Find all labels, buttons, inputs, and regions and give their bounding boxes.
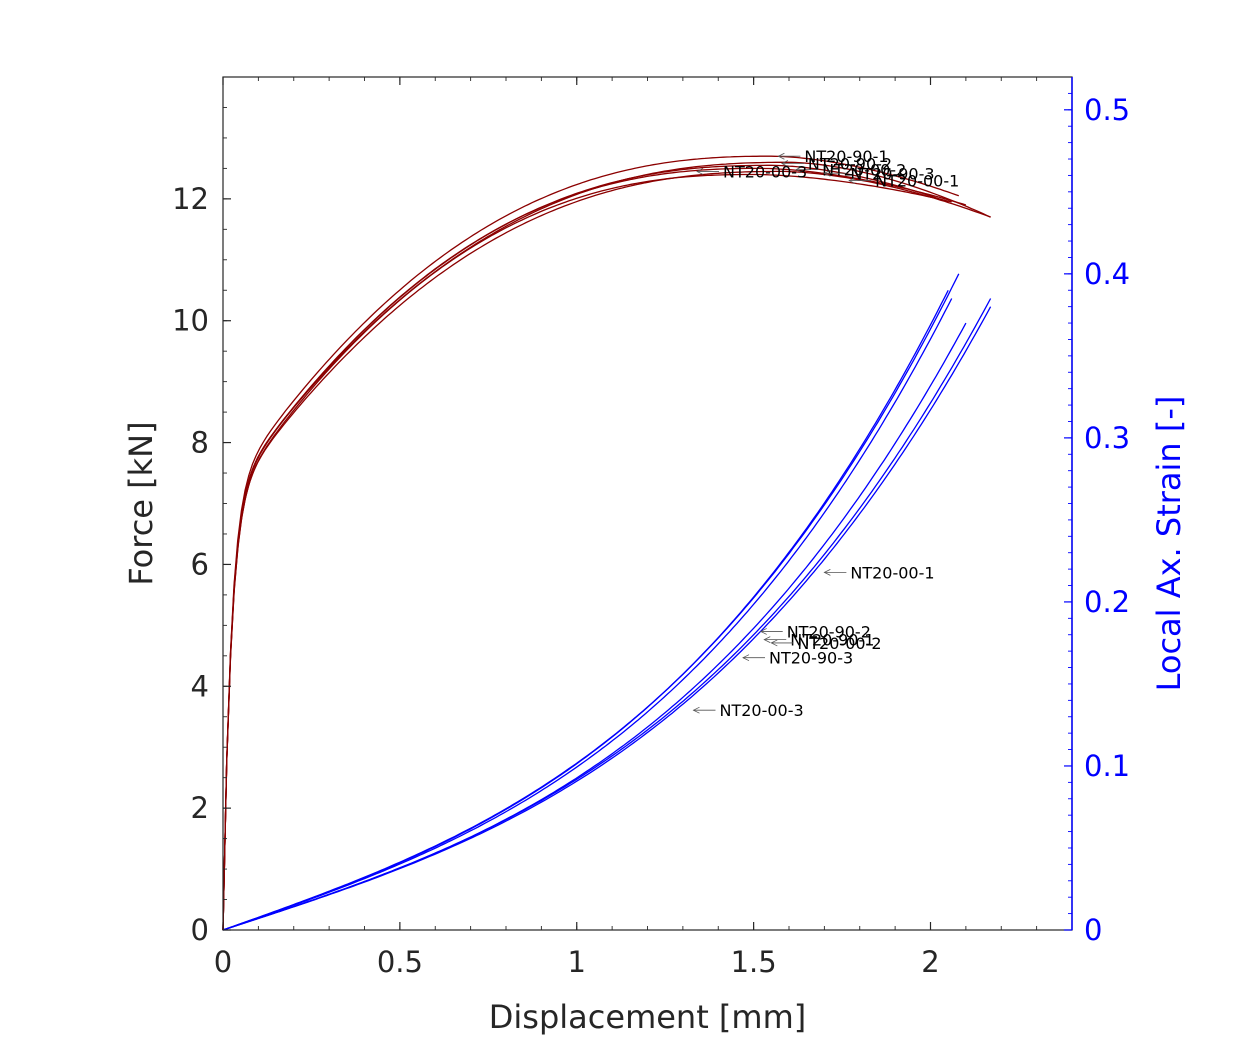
annotation-label: NT20-90-1 (804, 147, 888, 166)
y2-tick-label: 0.2 (1084, 585, 1130, 619)
force-series-line-nt20-90-1 (222, 155, 960, 931)
y-tick-label: 2 (191, 791, 209, 825)
strain-series-group (222, 273, 992, 931)
annotation-arrowhead (742, 654, 750, 662)
y-tick-label: 10 (172, 304, 209, 338)
annotation-label: NT20-90-3 (850, 164, 934, 183)
annotation-label: NT20-90-2 (787, 622, 871, 641)
x-tick-label: 0.5 (377, 945, 423, 979)
y-tick-label: 8 (191, 426, 209, 460)
annotation-label: NT20-00-1 (850, 563, 934, 582)
x-tick-label: 2 (921, 945, 939, 979)
annotation-arrowhead (795, 166, 803, 173)
annotation-arrowhead (823, 169, 831, 177)
annotation-arrowhead (781, 160, 789, 167)
annotation-label: NT20-00-2 (822, 161, 906, 180)
y2-tick-label: 0.1 (1084, 749, 1130, 783)
y-tick-label: 0 (191, 913, 209, 947)
x-tick-label: 1.5 (731, 945, 777, 979)
force-series-line-nt20-00-2 (222, 167, 967, 931)
annotation-arrowhead (823, 569, 831, 576)
annotation-label: NT20-00-2 (797, 634, 881, 653)
annotation-arrowhead (696, 168, 704, 175)
y2-tick-label: 0.4 (1084, 257, 1130, 291)
y2-tick-label: 0.5 (1084, 93, 1130, 127)
y-tick-label: 4 (191, 669, 209, 703)
y2-axis-title: Local Ax. Strain [-] (1150, 396, 1188, 692)
strain-series-line-nt20-00-3 (222, 298, 953, 931)
x-tick-label: 1 (568, 945, 586, 979)
annotation-arrowhead (763, 636, 771, 644)
annotation-arrowhead (848, 177, 856, 184)
strain-series-line-nt20-90-3 (222, 290, 949, 931)
force-series-line-nt20-00-3 (222, 173, 952, 931)
y-tick-label: 12 (172, 182, 209, 216)
y2-tick-label: 0.3 (1084, 421, 1130, 455)
tick-group: 0 0.5 1 1.5 2 0 2 4 6 8 10 12 0 0.1 0.2 0.3 0.4 0.5 (172, 77, 1130, 979)
force-series-group (222, 155, 991, 931)
y-axis-title: Force [kN] (122, 421, 160, 585)
y-tick-label: 6 (191, 547, 209, 581)
annotation-arrowhead (770, 639, 778, 647)
annotation-label: NT20-90-3 (769, 649, 853, 668)
y2-tick-label: 0 (1084, 913, 1102, 947)
annotation-arrowhead (777, 152, 785, 160)
annotation-label: NT20-90-2 (808, 155, 892, 174)
annotation-arrowhead (759, 628, 767, 635)
annotation-label: NT20-00-1 (875, 172, 959, 191)
x-axis-title: Displacement [mm] (489, 998, 806, 1036)
annotation-label: NT20-00-3 (723, 162, 807, 181)
x-tick-label: 0 (214, 945, 232, 979)
annotation-label: NT20-00-3 (719, 701, 803, 720)
annotation-arrowhead (692, 706, 700, 714)
annotation-group: NT20-90-1NT20-90-2NT20-00-2NT20-90-3NT20… (692, 147, 959, 720)
strain-series-line-nt20-00-2 (222, 322, 967, 931)
annotation-label: NT20-90-1 (790, 631, 874, 650)
